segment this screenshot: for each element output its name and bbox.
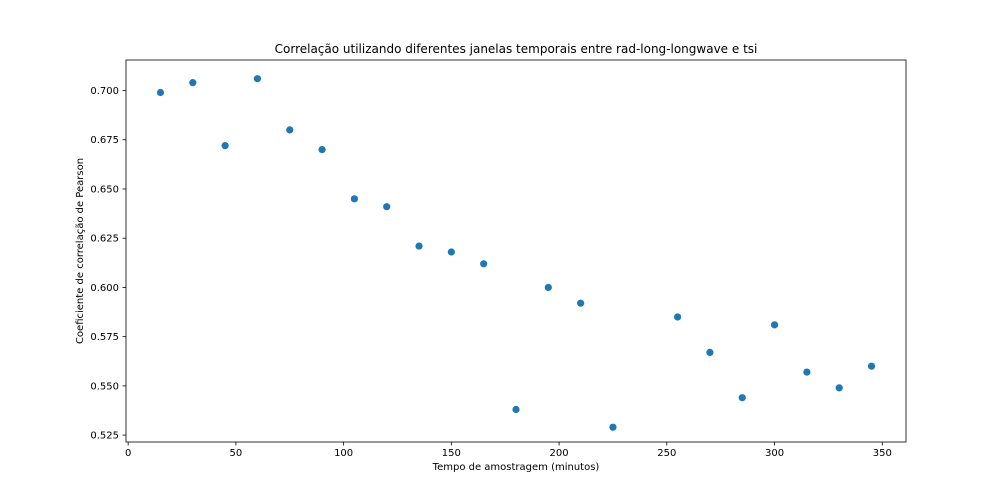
y-tick-label: 0.675	[90, 135, 119, 146]
x-tick-label: 300	[765, 448, 784, 459]
data-point	[350, 195, 358, 203]
data-point	[480, 260, 488, 268]
data-point	[318, 145, 326, 154]
data-point	[544, 283, 552, 292]
data-point	[415, 242, 423, 250]
data-point	[286, 126, 294, 134]
x-tick-label: 250	[657, 448, 676, 459]
y-tick-label: 0.700	[90, 86, 119, 97]
data-point	[835, 384, 843, 392]
data-point	[706, 348, 714, 357]
x-tick-label: 50	[230, 448, 243, 459]
chart-title: Correlação utilizando diferentes janelas…	[275, 42, 758, 56]
data-point	[770, 321, 779, 329]
plot-frame	[125, 59, 907, 443]
x-tick-label: 0	[125, 448, 131, 459]
data-point	[803, 368, 811, 376]
data-point	[577, 299, 585, 307]
data-point	[253, 75, 262, 83]
data-points	[156, 75, 876, 431]
data-point	[867, 362, 876, 370]
y-tick-label: 0.550	[90, 381, 119, 392]
axis-ticks: 0 50 100 150 200 250 300 350 0.525 0.550 0.575 0.60…	[90, 86, 891, 459]
y-axis-label: Coeficiente de correlação de Pearson	[75, 158, 86, 344]
x-tick-label: 100	[334, 448, 353, 459]
x-tick-label: 200	[550, 448, 569, 459]
data-point	[738, 394, 746, 402]
x-tick-label: 350	[873, 448, 892, 459]
data-point	[221, 142, 229, 150]
data-point	[383, 203, 391, 211]
x-tick-label: 150	[442, 448, 461, 459]
x-axis-label: Tempo de amostragem (minutos)	[432, 462, 600, 473]
y-tick-label: 0.575	[90, 332, 119, 343]
data-point	[609, 423, 617, 431]
data-point	[156, 88, 165, 97]
data-point	[447, 248, 455, 256]
y-tick-label: 0.650	[90, 184, 119, 195]
data-point	[512, 405, 520, 414]
data-point	[674, 313, 682, 321]
y-tick-label: 0.625	[90, 234, 119, 245]
data-point	[189, 79, 197, 87]
y-tick-label: 0.525	[90, 431, 119, 442]
y-tick-label: 0.600	[90, 283, 119, 294]
